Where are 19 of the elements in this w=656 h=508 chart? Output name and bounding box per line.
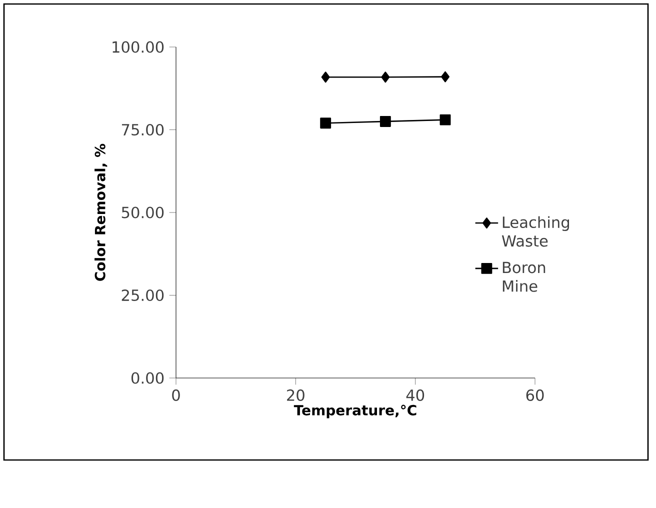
x-tick-label: 60 — [526, 389, 544, 401]
y-tick-label: 0.00 — [131, 372, 164, 384]
point — [440, 71, 450, 82]
legend-label: Leaching Waste — [502, 216, 570, 247]
y-tick-label: 75.00 — [122, 124, 164, 136]
point — [381, 72, 390, 83]
y-axis-title: Color Removal, % — [94, 144, 108, 281]
y-tick-label: 100.00 — [112, 41, 164, 53]
y-tick-label: 50.00 — [122, 206, 164, 218]
x-axis-title: Temperature,°C — [294, 404, 416, 418]
x-tick-label: 40 — [406, 389, 424, 401]
x-tick-label: 0 — [172, 389, 180, 401]
point — [321, 72, 330, 83]
point — [440, 114, 451, 126]
x-tick-label: 20 — [287, 389, 304, 401]
legend-label: Boron Mine — [502, 262, 546, 292]
point — [320, 118, 332, 129]
point — [380, 116, 391, 127]
y-tick-label: 25.00 — [122, 289, 164, 302]
